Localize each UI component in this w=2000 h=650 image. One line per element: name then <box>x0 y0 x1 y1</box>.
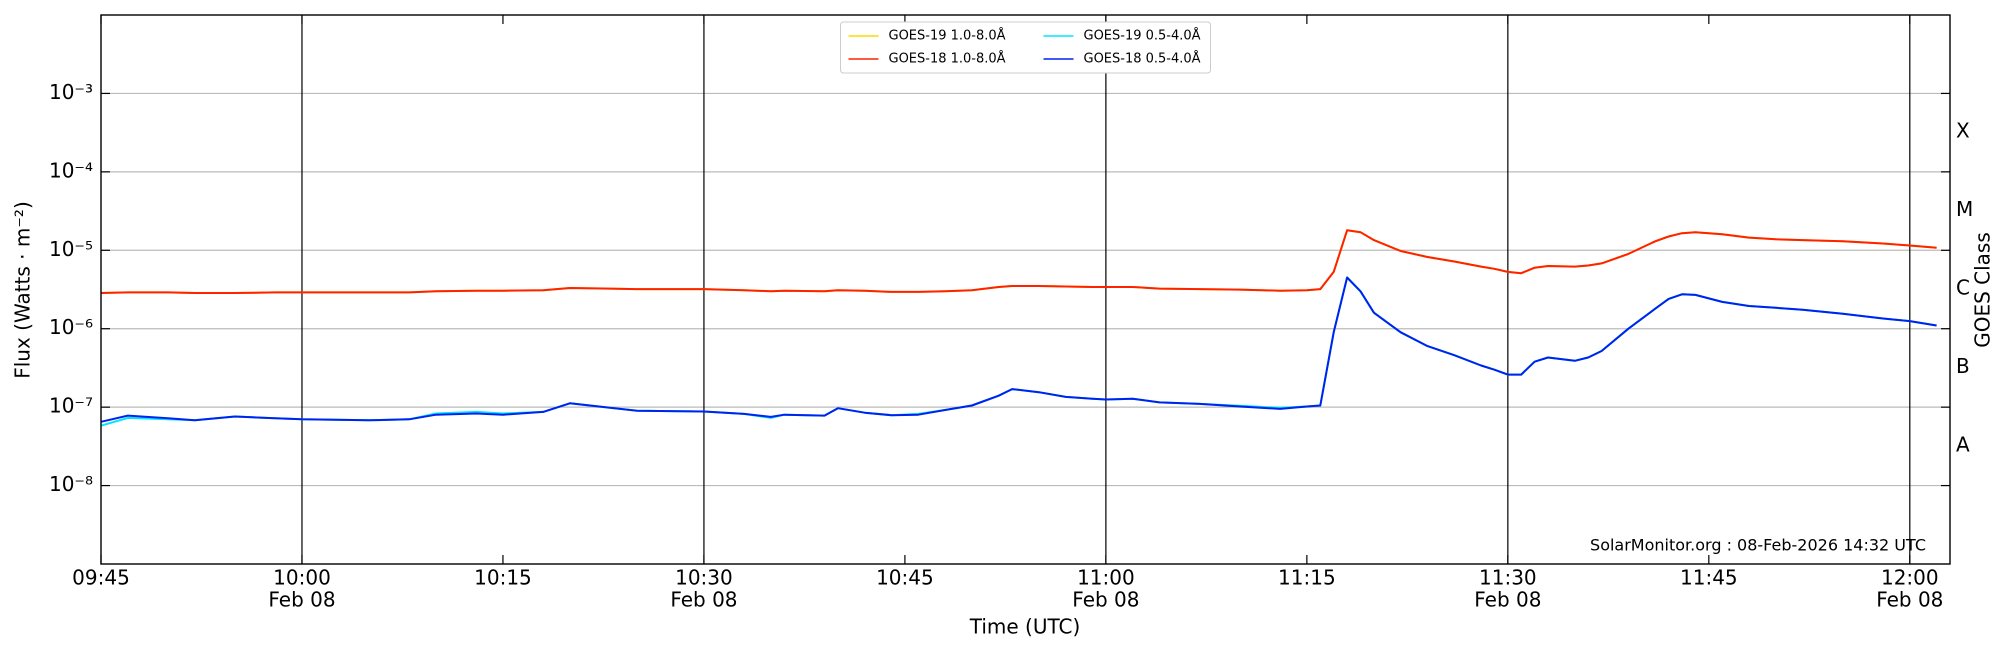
y2-tick-label: M <box>1956 197 1973 221</box>
x-tick-label: 11:45 <box>1680 566 1738 590</box>
x-tick-date: Feb 08 <box>1072 588 1139 612</box>
x-tick-label: 10:30 <box>675 566 733 590</box>
plot-frame <box>100 14 1951 565</box>
y2-tick-label: B <box>1956 354 1970 378</box>
x-tick-label: 11:15 <box>1278 566 1336 590</box>
y2-tick-label: X <box>1956 119 1970 143</box>
x-tick-label: 10:00 <box>273 566 331 590</box>
x-tick-date: Feb 08 <box>1876 588 1943 612</box>
y2-tick-label: C <box>1956 276 1970 300</box>
y-tick-label: 10⁻⁴ <box>49 158 93 182</box>
x-tick-date: Feb 08 <box>1474 588 1541 612</box>
y-tick-label: 10⁻³ <box>49 80 93 104</box>
y2-axis-label: GOES Class <box>1971 232 1995 348</box>
x-tick-label: 11:00 <box>1077 566 1135 590</box>
y-tick-label: 10⁻⁶ <box>49 315 93 339</box>
annotation: SolarMonitor.org : 08-Feb-2026 14:32 UTC <box>1590 536 1926 555</box>
legend-label: GOES-18 0.5-4.0Å <box>1084 51 1201 67</box>
x-tick-label: 10:45 <box>876 566 934 590</box>
y2-tick-label: A <box>1956 432 1970 456</box>
x-tick-label: 09:45 <box>72 566 130 590</box>
x-tick-label: 11:30 <box>1479 566 1537 590</box>
x-tick-date: Feb 08 <box>670 588 737 612</box>
legend-label: GOES-19 0.5-4.0Å <box>1084 28 1201 44</box>
legend-box <box>840 21 1211 74</box>
x-tick-label: 12:00 <box>1881 566 1939 590</box>
legend: GOES-19 1.0-8.0Å GOES-18 1.0-8.0Å GOES-19 … <box>840 21 1211 74</box>
x-axis-label: Time (UTC) <box>969 615 1081 639</box>
y-tick-label: 10⁻⁷ <box>49 394 93 418</box>
legend-label: GOES-18 1.0-8.0Å <box>889 51 1006 67</box>
x-tick-date: Feb 08 <box>268 588 335 612</box>
y-tick-label: 10⁻⁵ <box>49 237 93 261</box>
series-line <box>100 229 1937 294</box>
legend-label: GOES-19 1.0-8.0Å <box>889 28 1006 44</box>
y-axis-label: Flux (Watts · m⁻²) <box>11 201 35 379</box>
y-tick-label: 10⁻⁸ <box>49 472 93 496</box>
series-line <box>100 276 1937 423</box>
x-tick-label: 10:15 <box>474 566 532 590</box>
